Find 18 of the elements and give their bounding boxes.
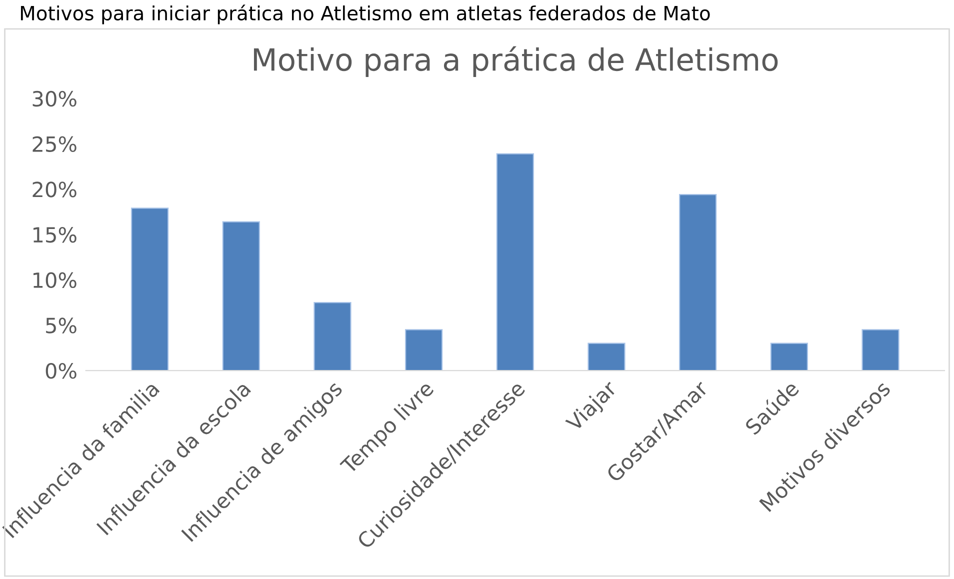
y-tick-label: 5% [46,318,76,334]
bar [679,194,717,371]
chart-title: Motivo para a prática de Atletismo [254,46,778,78]
bar [404,329,443,371]
text: Motivos para iniciar prática no Atletismo em atletas federados de Mato [20,4,710,24]
bar [770,342,808,371]
y-tick-label: 30% [32,90,76,107]
bar [496,153,534,371]
y-tick-label: 25% [32,136,76,152]
bar [222,221,260,371]
y-tick-label: 0% [46,363,76,379]
bar [314,302,352,371]
y-tick-label: 15% [34,226,76,243]
y-tick-label: 10% [34,272,76,288]
bar [588,342,626,371]
bar [130,208,169,371]
y-tick-label: 20% [32,182,76,198]
bar [862,329,900,371]
